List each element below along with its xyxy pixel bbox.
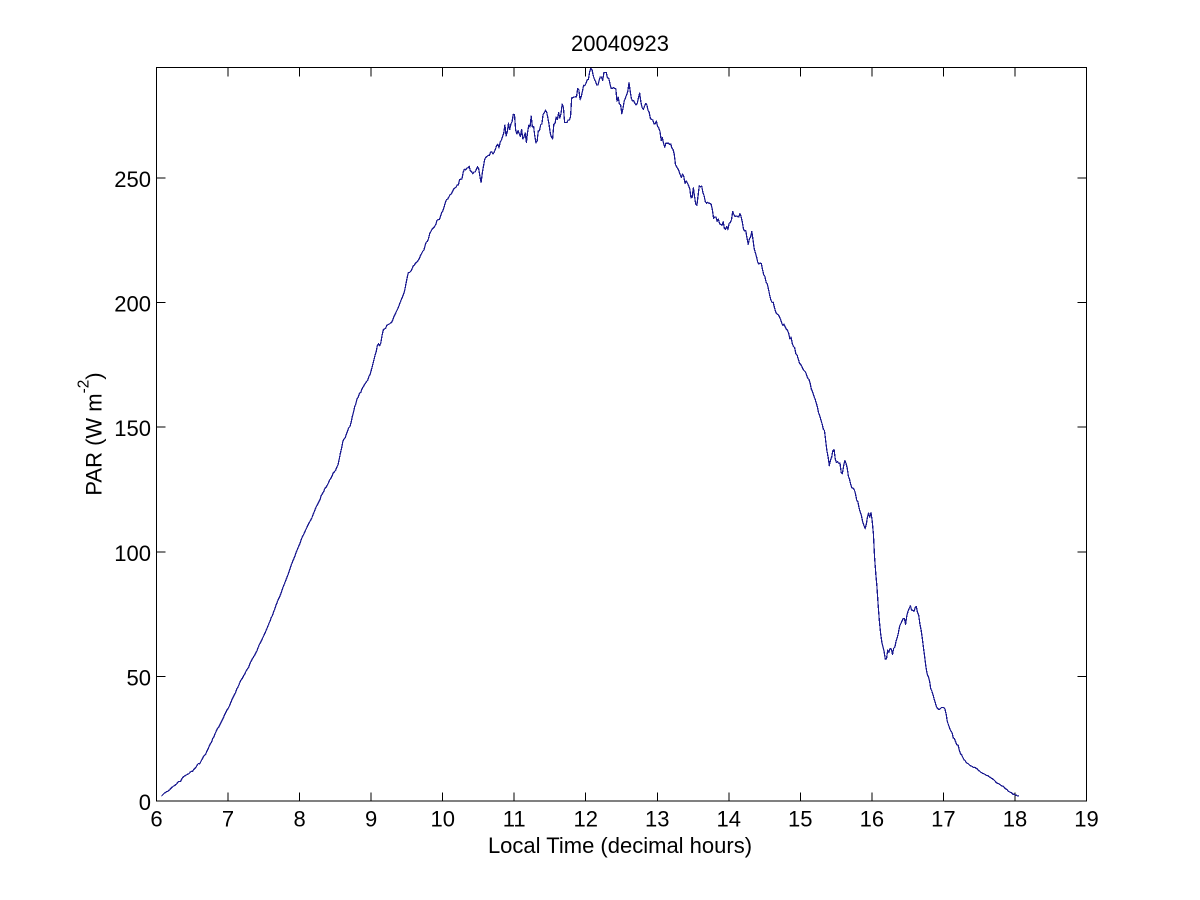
svg-text:200: 200 bbox=[114, 292, 151, 317]
svg-text:15: 15 bbox=[788, 807, 812, 832]
svg-text:250: 250 bbox=[114, 167, 151, 192]
svg-text:0: 0 bbox=[139, 790, 151, 815]
svg-text:13: 13 bbox=[645, 807, 669, 832]
svg-text:18: 18 bbox=[1003, 807, 1027, 832]
svg-text:10: 10 bbox=[430, 807, 454, 832]
svg-text:150: 150 bbox=[114, 416, 151, 441]
svg-text:9: 9 bbox=[365, 807, 377, 832]
svg-text:Local Time (decimal hours): Local Time (decimal hours) bbox=[488, 833, 752, 858]
svg-text:20040923: 20040923 bbox=[571, 31, 669, 56]
svg-text:6: 6 bbox=[150, 807, 162, 832]
svg-text:19: 19 bbox=[1074, 807, 1098, 832]
svg-text:7: 7 bbox=[222, 807, 234, 832]
svg-text:17: 17 bbox=[931, 807, 955, 832]
svg-text:12: 12 bbox=[573, 807, 597, 832]
svg-text:8: 8 bbox=[293, 807, 305, 832]
svg-text:16: 16 bbox=[860, 807, 884, 832]
svg-text:11: 11 bbox=[503, 807, 526, 832]
svg-text:100: 100 bbox=[114, 541, 151, 566]
svg-text:50: 50 bbox=[127, 665, 151, 690]
svg-text:14: 14 bbox=[717, 807, 741, 832]
